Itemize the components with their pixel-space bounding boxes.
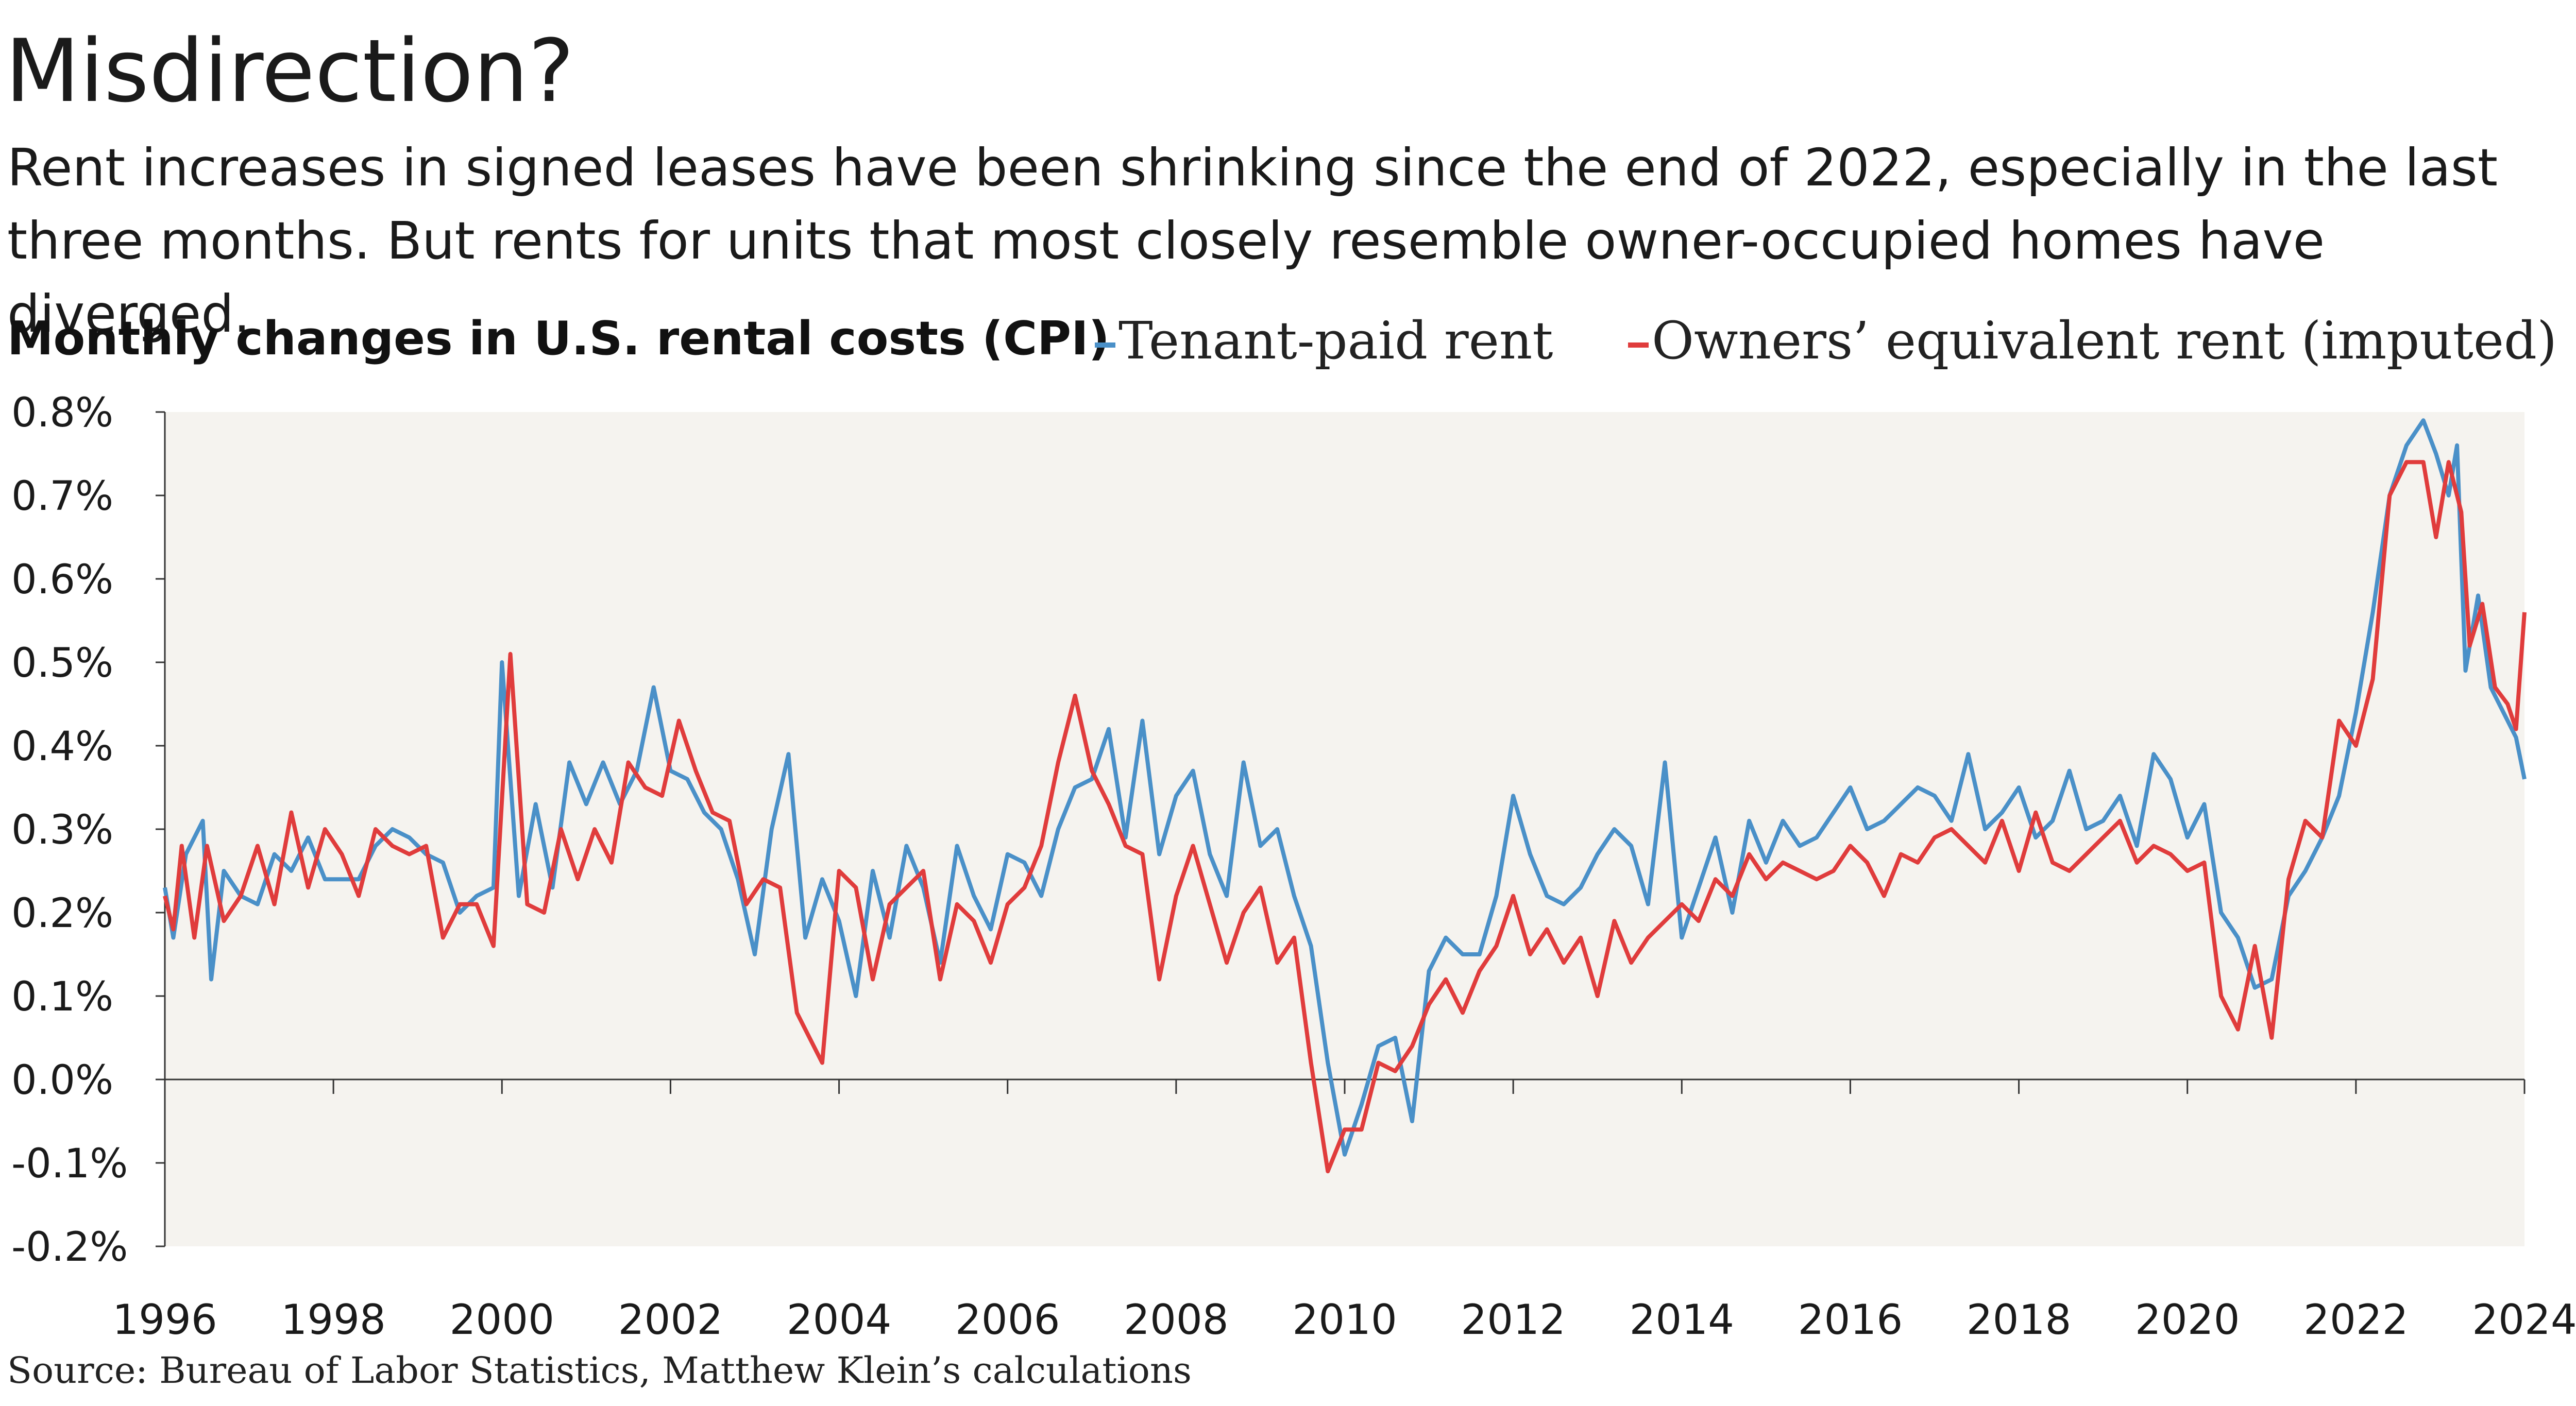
x-tick-label: 2010 <box>1292 1296 1397 1344</box>
legend-label-tenant: Tenant-paid rent <box>1118 311 1553 371</box>
y-tick-label: 0.4% <box>11 724 113 770</box>
y-tick-label: 0.6% <box>11 557 113 603</box>
x-tick-label: 2012 <box>1461 1296 1566 1344</box>
x-tick-label: 1998 <box>281 1296 386 1344</box>
x-tick-label: 2024 <box>2472 1296 2576 1344</box>
x-tick-label: 2006 <box>955 1296 1060 1344</box>
y-tick-label: 0.2% <box>11 890 113 937</box>
plot-area <box>165 412 2524 1246</box>
y-tick-label: 0.1% <box>11 974 113 1020</box>
x-tick-label: 1996 <box>112 1296 217 1344</box>
x-tick-label: 2018 <box>1967 1296 2072 1344</box>
legend-item-tenant: Tenant-paid rent <box>1095 311 1553 371</box>
y-tick-label: 0.8% <box>11 390 113 436</box>
y-tick-label: 0.3% <box>11 807 113 853</box>
chart-heading: Monthly changes in U.S. rental costs (CP… <box>7 312 1110 366</box>
y-tick-label: -0.1% <box>11 1141 128 1187</box>
legend-label-oer: Owners’ equivalent rent (imputed) <box>1652 311 2557 371</box>
page-subtitle: Rent increases in signed leases have bee… <box>7 138 2498 344</box>
y-tick-label: 0.0% <box>11 1057 113 1104</box>
source-note: Source: Bureau of Labor Statistics, Matt… <box>7 1349 1192 1392</box>
x-tick-label: 2002 <box>618 1296 723 1344</box>
legend-item-oer: Owners’ equivalent rent (imputed) <box>1628 311 2557 371</box>
x-tick-label: 2014 <box>1629 1296 1734 1344</box>
y-tick-label: 0.7% <box>11 473 113 520</box>
x-tick-label: 2022 <box>2303 1296 2409 1344</box>
x-tick-label: 2008 <box>1124 1296 1229 1344</box>
legend-swatch-tenant <box>1095 342 1115 348</box>
y-tick-label: 0.5% <box>11 640 113 687</box>
x-tick-label: 2020 <box>2135 1296 2240 1344</box>
x-tick-label: 2000 <box>449 1296 554 1344</box>
x-tick-label: 2016 <box>1798 1296 1903 1344</box>
y-tick-label: -0.2% <box>11 1224 128 1271</box>
x-tick-label: 2004 <box>787 1296 892 1344</box>
series-line-oer <box>163 460 2527 1174</box>
page-title: Misdirection? <box>5 21 574 122</box>
legend-swatch-oer <box>1628 342 1649 348</box>
